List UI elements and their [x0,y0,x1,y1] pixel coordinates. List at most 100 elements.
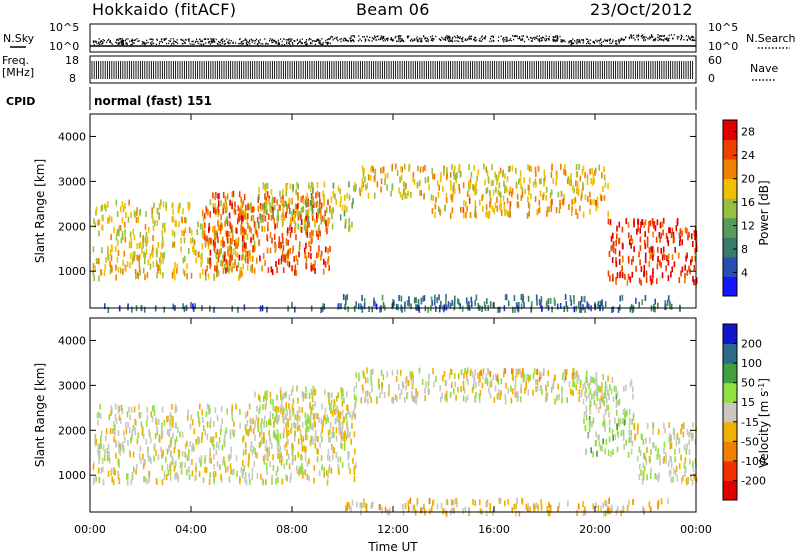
noise-dot [336,38,338,41]
power-cell [662,217,665,224]
noise-dot [383,35,385,38]
velocity-cell [115,417,118,424]
velocity-cell [327,430,330,437]
velocity-cell [586,376,588,383]
velocity-cell [415,388,417,395]
power-cell [499,167,502,174]
velocity-cell [320,418,323,424]
velocity-cell [646,423,649,429]
velocity-cell [457,373,460,380]
noise-dot [336,36,338,39]
velocity-cell [455,394,457,401]
velocity-cell [649,506,652,513]
velocity-cell [332,405,335,412]
power-colorbar-tick-label: 28 [741,126,755,139]
velocity-cell [219,429,222,436]
noise-dot [561,41,563,43]
velocity-cell [353,465,356,472]
velocity-cell [632,393,634,400]
velocity-cell [180,468,183,475]
power-cell [240,204,242,211]
noise-dot [633,37,635,39]
noise-dot [223,43,225,45]
power-cell [662,229,664,236]
velocity-cell [311,435,314,442]
power-cell [254,245,256,252]
noise-dot [653,38,656,41]
noise-strip-frame [89,23,697,53]
power-cell [282,267,285,274]
power-cell [149,263,152,270]
velocity-cell [398,384,400,391]
velocity-cell [309,401,311,408]
power-cell [408,296,410,303]
power-cell [122,268,124,275]
velocity-cell [223,438,226,445]
power-cell [579,205,581,212]
power-cell [652,254,654,261]
power-cell [272,197,274,204]
power-cell [538,299,541,305]
velocity-cell [298,438,300,445]
noise-dot [369,36,371,39]
power-cell [619,304,621,311]
power-cell [670,271,672,278]
power-cell [297,214,300,221]
noise-dot [193,43,195,45]
noise-dot [163,39,165,41]
power-cell [107,254,109,261]
power-cell [393,300,395,307]
velocity-cell [99,413,102,420]
power-cell [217,193,219,200]
velocity-cell [557,383,559,390]
power-cell [458,163,461,170]
noise-dot [274,39,276,42]
power-cell [570,180,572,187]
velocity-cell [186,454,189,461]
velocity-cell [652,442,654,449]
power-ytick-label: 3000 [58,175,86,188]
power-cell [463,200,465,207]
noise-dot [459,37,461,40]
velocity-cell [572,381,574,388]
velocity-cell [102,479,105,486]
power-cell [569,295,572,302]
power-cell [127,303,129,310]
velocity-cell [515,503,517,510]
velocity-cell [589,408,592,415]
power-cell [361,305,364,312]
noise-dot [201,43,203,46]
noise-dot [99,41,101,43]
power-cell [384,173,387,180]
power-cell [270,189,273,195]
noise-dot [448,37,450,39]
power-cell [650,252,653,259]
power-cell [249,203,251,210]
velocity-cell [409,371,412,378]
noise-dot [360,39,363,42]
power-cell [496,205,499,212]
power-cell [259,305,262,312]
noise-dot [304,42,306,44]
power-ytick-label: 2000 [58,220,86,233]
power-cell [202,215,205,222]
velocity-cell [118,478,121,485]
velocity-cell [655,474,658,481]
velocity-cell [301,407,303,413]
power-cell [365,184,367,191]
velocity-cell [514,385,516,392]
power-cell [547,298,550,305]
noise-dot [505,36,507,38]
velocity-cell [585,414,588,421]
velocity-cell [341,423,344,430]
velocity-cell [415,398,418,405]
noise-dot [409,39,411,42]
power-cell [193,239,196,246]
power-cell [363,298,366,304]
power-colorbar-tick-label: 12 [741,220,755,233]
noise-dot [371,37,373,39]
velocity-cell [250,426,253,433]
velocity-cell [246,410,249,417]
power-cell [237,240,239,247]
power-cell [461,305,464,312]
